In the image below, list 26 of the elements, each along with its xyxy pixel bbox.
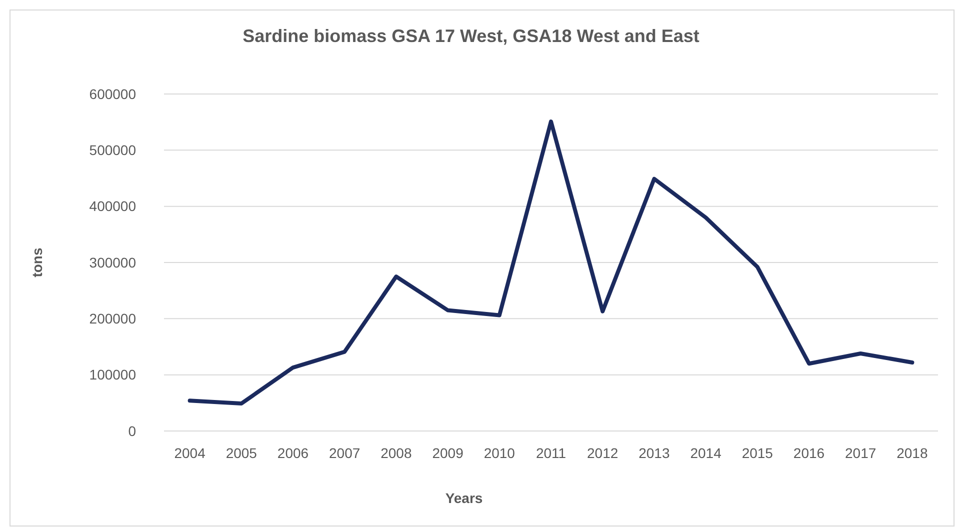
x-tick-label: 2013 <box>638 445 670 461</box>
y-tick-label: 0 <box>128 422 136 439</box>
x-tick-label: 2016 <box>793 445 825 461</box>
x-tick-label: 2004 <box>174 445 206 461</box>
x-tick-label: 2009 <box>432 445 464 461</box>
y-axis-title: tons <box>29 248 45 278</box>
x-axis-title: Years <box>445 490 483 506</box>
x-tick-label: 2006 <box>277 445 309 461</box>
y-tick-label: 500000 <box>89 142 136 158</box>
x-tick-label: 2014 <box>690 445 722 461</box>
x-tick-label: 2017 <box>845 445 876 461</box>
y-tick-label: 200000 <box>89 310 136 327</box>
chart-title: Sardine biomass GSA 17 West, GSA18 West and East <box>242 26 700 46</box>
y-tick-label: 600000 <box>89 86 136 102</box>
y-tick-label: 100000 <box>89 366 136 383</box>
x-tick-label: 2015 <box>742 445 774 461</box>
x-tick-label: 2011 <box>536 445 566 461</box>
x-tick-label: 2007 <box>329 445 360 461</box>
x-tick-label: 2018 <box>896 445 928 461</box>
x-tick-label: 2010 <box>484 445 516 461</box>
x-tick-label: 2005 <box>226 445 258 461</box>
line-series <box>188 120 914 406</box>
x-tick-label: 2012 <box>587 445 618 461</box>
y-tick-label: 400000 <box>89 198 136 214</box>
x-tick-label: 2008 <box>380 445 412 461</box>
y-tick-label: 300000 <box>89 254 136 270</box>
